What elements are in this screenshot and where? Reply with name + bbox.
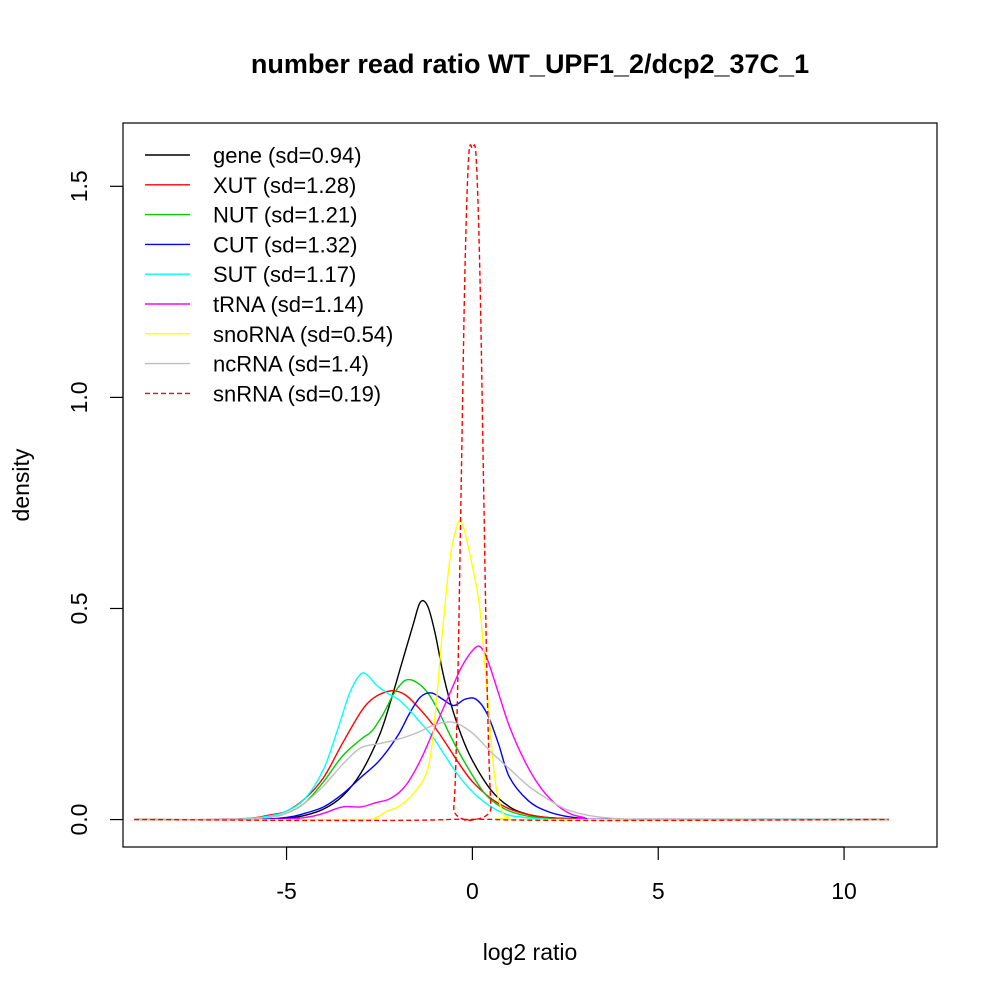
x-tick-label: 10 (831, 878, 857, 904)
y-tick-label: 0.0 (66, 804, 92, 836)
legend: gene (sd=0.94) XUT (sd=1.28) NUT (sd=1.21)… (145, 143, 393, 406)
series-line-6 (134, 519, 889, 821)
x-axis-label: log2 ratio (483, 939, 578, 965)
y-axis: 0.0 0.5 1.0 1.5 (66, 170, 124, 836)
legend-label: XUT (sd=1.28) (213, 173, 356, 198)
series-line-7 (134, 721, 889, 821)
series-line-0 (134, 600, 889, 821)
series-line-8 (134, 144, 889, 822)
legend-label: NUT (sd=1.21) (213, 203, 357, 228)
y-tick-label: 1.5 (66, 170, 92, 202)
legend-label: CUT (sd=1.32) (213, 232, 357, 257)
legend-label: gene (sd=0.94) (213, 143, 362, 168)
x-axis: -5 0 5 10 (276, 846, 857, 904)
legend-label: ncRNA (sd=1.4) (213, 352, 369, 377)
y-axis-label: density (8, 448, 34, 521)
series-line-4 (134, 672, 889, 821)
legend-label: tRNA (sd=1.14) (213, 292, 364, 317)
series-line-1 (134, 690, 889, 821)
density-curves (134, 144, 889, 822)
legend-label: snRNA (sd=0.19) (213, 381, 381, 406)
x-tick-label: 5 (652, 878, 665, 904)
series-line-5 (134, 645, 889, 821)
x-tick-label: 0 (466, 878, 479, 904)
x-tick-label: -5 (276, 878, 296, 904)
legend-label: snoRNA (sd=0.54) (213, 322, 393, 347)
series-line-2 (134, 678, 889, 821)
y-tick-label: 1.0 (66, 381, 92, 413)
legend-label: SUT (sd=1.17) (213, 262, 356, 287)
series-line-3 (134, 692, 889, 821)
chart-title: number read ratio WT_UPF1_2/dcp2_37C_1 (251, 49, 809, 79)
y-tick-label: 0.5 (66, 592, 92, 624)
